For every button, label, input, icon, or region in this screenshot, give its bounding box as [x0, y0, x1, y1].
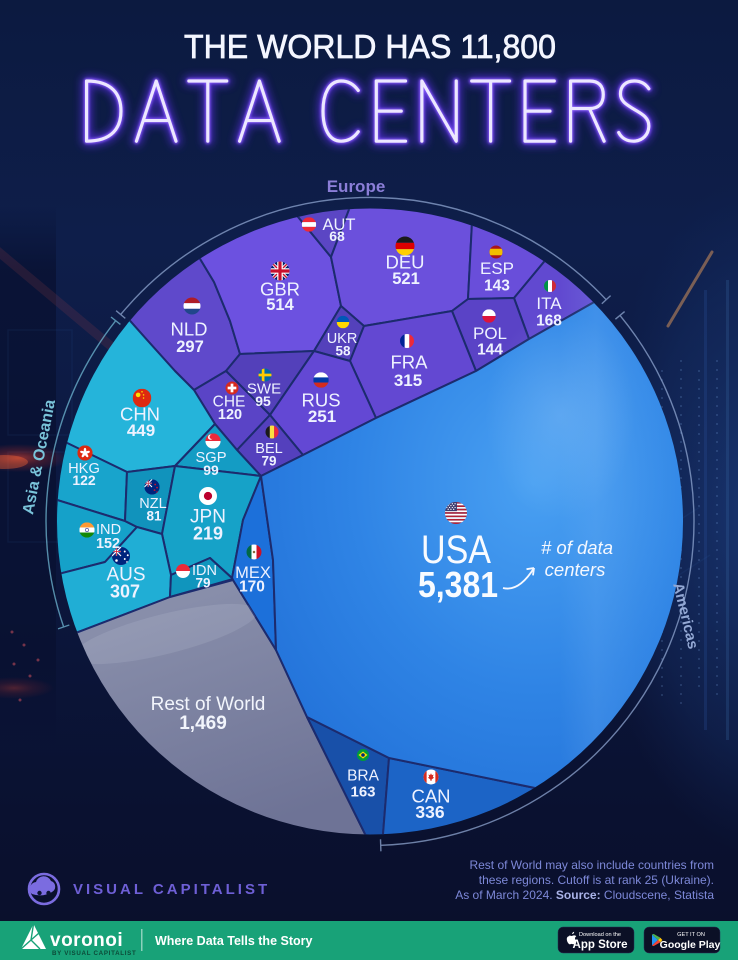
svg-text:DEU: DEU [385, 251, 424, 272]
svg-text:THE WORLD HAS 11,800: THE WORLD HAS 11,800 [184, 28, 556, 65]
svg-text:Download on the: Download on the [579, 932, 621, 938]
svg-text:99: 99 [203, 462, 219, 478]
svg-text:IDN: IDN [192, 563, 217, 579]
svg-text:ESP: ESP [480, 259, 514, 278]
svg-text:170: 170 [239, 578, 265, 595]
svg-text:58: 58 [335, 344, 351, 359]
svg-text:SWE: SWE [247, 380, 281, 397]
svg-text:Rest of World: Rest of World [151, 694, 266, 715]
svg-text:144: 144 [477, 341, 503, 358]
svg-text:VISUAL CAPITALIST: VISUAL CAPITALIST [73, 881, 270, 898]
svg-text:152: 152 [96, 536, 120, 552]
svg-text:As of March 2024. Source: Clou: As of March 2024. Source: Cloudscene, St… [455, 888, 714, 902]
svg-text:these regions. Cutoff is at ra: these regions. Cutoff is at rank 25 (Ukr… [479, 873, 714, 887]
svg-text:voronoi: voronoi [50, 930, 123, 951]
svg-text:521: 521 [392, 270, 420, 288]
svg-text:USA: USA [421, 528, 491, 572]
svg-text:449: 449 [127, 421, 155, 440]
svg-text:514: 514 [266, 296, 294, 314]
svg-text:79: 79 [261, 454, 276, 469]
svg-text:163: 163 [350, 783, 375, 800]
svg-text:NZL: NZL [139, 496, 166, 512]
svg-text:BRA: BRA [347, 767, 380, 784]
svg-text:POL: POL [473, 324, 507, 343]
svg-text:120: 120 [218, 407, 242, 423]
svg-text:95: 95 [255, 393, 271, 409]
svg-text:MEX: MEX [235, 564, 271, 582]
svg-text:336: 336 [415, 802, 444, 822]
svg-text:HKG: HKG [68, 461, 100, 477]
svg-text:5,381: 5,381 [418, 564, 498, 605]
svg-text:BEL: BEL [255, 441, 282, 457]
svg-text:Google Play: Google Play [660, 939, 721, 951]
svg-text:NLD: NLD [170, 318, 207, 339]
svg-text:Where Data Tells the Story: Where Data Tells the Story [155, 934, 312, 948]
svg-text:# of data: # of data [541, 537, 613, 558]
svg-text:ITA: ITA [536, 294, 562, 313]
svg-text:GET IT ON: GET IT ON [677, 932, 705, 938]
svg-text:AUT: AUT [323, 216, 356, 234]
svg-text:JPN: JPN [190, 507, 226, 528]
svg-text:Europe: Europe [327, 177, 386, 196]
svg-text:FRA: FRA [391, 351, 429, 372]
svg-text:297: 297 [176, 338, 204, 356]
svg-text:219: 219 [193, 523, 223, 543]
svg-text:RUS: RUS [301, 389, 340, 410]
svg-text:AUS: AUS [106, 565, 145, 586]
svg-text:79: 79 [195, 576, 210, 591]
svg-text:CHN: CHN [120, 403, 160, 424]
svg-text:CAN: CAN [411, 785, 450, 806]
svg-text:CHE: CHE [213, 393, 246, 410]
svg-text:315: 315 [394, 371, 422, 390]
svg-text:Rest of World may also include: Rest of World may also include countries… [469, 858, 714, 872]
svg-text:251: 251 [308, 407, 336, 426]
svg-text:centers: centers [545, 559, 606, 580]
svg-text:BY VISUAL CAPITALIST: BY VISUAL CAPITALIST [52, 950, 136, 957]
svg-text:68: 68 [329, 228, 345, 244]
svg-text:SGP: SGP [195, 450, 226, 466]
svg-text:122: 122 [72, 472, 96, 488]
svg-text:GBR: GBR [260, 278, 300, 299]
svg-text:1,469: 1,469 [179, 713, 227, 734]
svg-text:81: 81 [146, 509, 162, 524]
svg-text:App Store: App Store [573, 939, 628, 951]
svg-text:UKR: UKR [327, 331, 358, 347]
svg-text:IND: IND [96, 522, 121, 538]
svg-text:143: 143 [484, 277, 510, 294]
svg-text:307: 307 [110, 581, 140, 601]
svg-text:168: 168 [536, 312, 562, 329]
